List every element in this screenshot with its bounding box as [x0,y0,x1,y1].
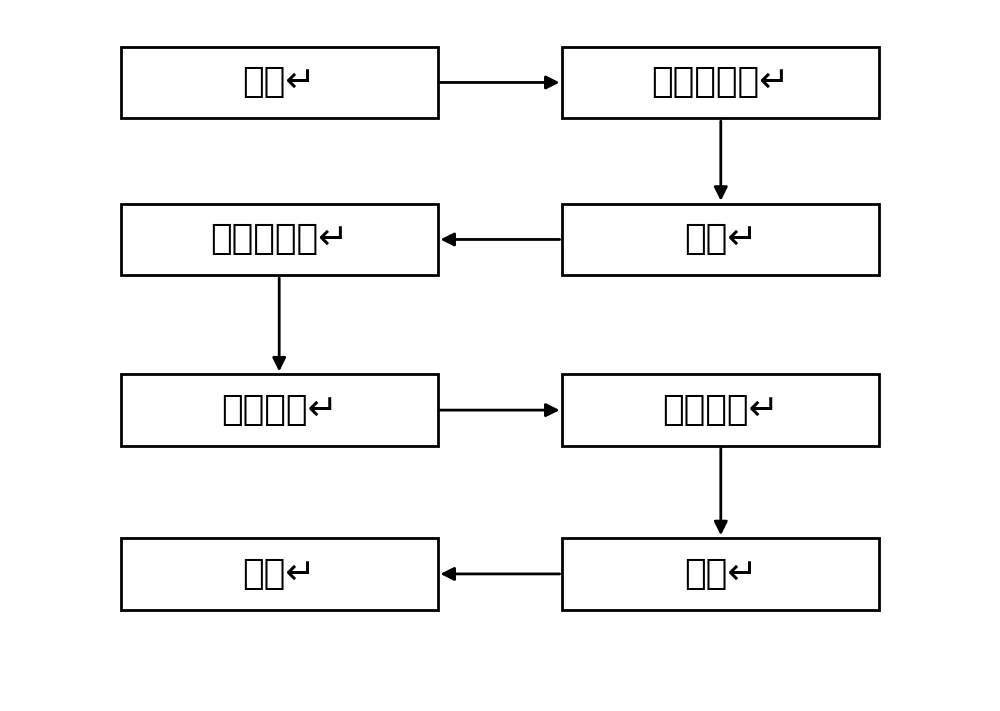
Bar [562,374,879,446]
Text: 回压↵: 回压↵ [684,557,758,591]
Text: 一次抽真空↵: 一次抽真空↵ [652,65,790,100]
Text: 升温氧化↵: 升温氧化↵ [221,393,338,427]
Bar [562,538,879,610]
Text: 二次抽真空↵: 二次抽真空↵ [210,223,348,257]
Bar [121,47,438,118]
Text: 进舟↵: 进舟↵ [242,65,316,100]
Text: 出舟↵: 出舟↵ [242,557,316,591]
Bar [121,374,438,446]
Bar [562,47,879,118]
Bar [121,538,438,610]
Text: 吹扫↵: 吹扫↵ [684,223,758,257]
Text: 恒温氧化↵: 恒温氧化↵ [662,393,779,427]
Bar [121,203,438,275]
Bar [562,203,879,275]
